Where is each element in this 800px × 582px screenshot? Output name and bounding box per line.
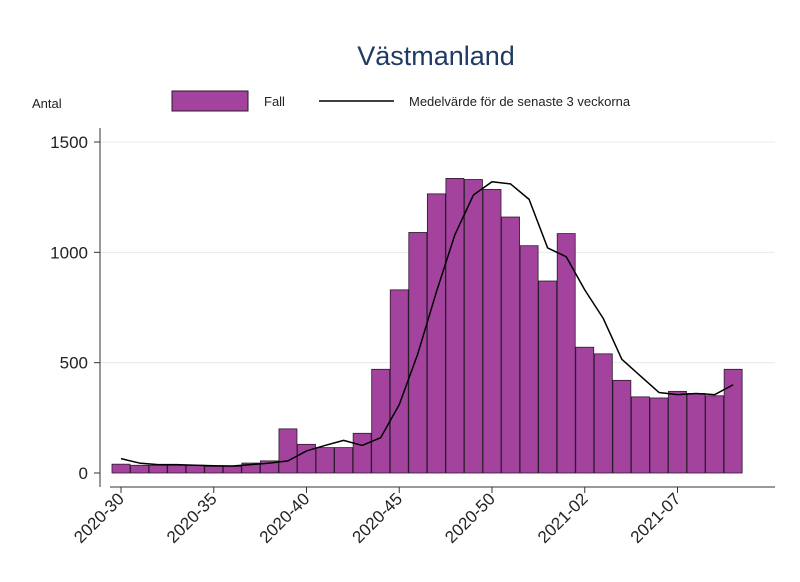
- x-tick-label: 2020-35: [163, 489, 221, 547]
- bar: [297, 443, 316, 474]
- bar: [352, 432, 372, 474]
- bar: [686, 393, 706, 474]
- bar: [482, 189, 502, 474]
- bar: [426, 193, 446, 474]
- bar: [185, 464, 205, 474]
- y-tick-label: 500: [60, 354, 88, 373]
- x-ticks: 2020-30 2020-35 2020-40 2020-45 2020-50 2021-…: [70, 487, 684, 547]
- bar: [130, 464, 149, 474]
- x-tick-label: 2020-50: [441, 489, 499, 547]
- bar: [204, 465, 224, 474]
- bar: [705, 395, 724, 474]
- y-axis-label: Antal: [32, 96, 62, 111]
- average-line: [120, 180, 734, 467]
- bar: [389, 289, 409, 474]
- bar: [222, 465, 242, 474]
- x-tick-label: 2020-40: [256, 489, 314, 547]
- bar: [575, 346, 595, 474]
- bar: [631, 396, 650, 474]
- bar: [538, 280, 558, 474]
- bar: [649, 397, 669, 474]
- x-tick-label: 2021-02: [534, 489, 592, 547]
- y-tick-label: 0: [79, 464, 88, 483]
- bar: [371, 368, 391, 474]
- bar: [445, 178, 465, 474]
- bar: [519, 245, 539, 474]
- bar: [612, 379, 632, 474]
- average-line-group: [120, 180, 734, 467]
- bar: [111, 463, 131, 474]
- bars: [111, 178, 743, 474]
- axes: [99, 128, 775, 488]
- bar: [315, 447, 335, 474]
- bar: [593, 353, 613, 474]
- bar: [278, 428, 298, 474]
- bar: [334, 447, 354, 474]
- bar: [167, 464, 187, 474]
- y-tick-label: 1500: [50, 133, 88, 152]
- bar: [464, 179, 483, 474]
- x-tick-label: 2021-07: [627, 489, 685, 547]
- legend-label-fall: Fall: [264, 94, 285, 109]
- legend: Fall Medelvärde för de senaste 3 veckorn…: [171, 90, 631, 112]
- bar: [148, 464, 168, 474]
- bar: [241, 462, 261, 474]
- bar: [501, 216, 520, 474]
- legend-swatch-fall: [171, 90, 249, 112]
- bar: [556, 233, 576, 474]
- legend-label-average: Medelvärde för de senaste 3 veckorna: [409, 94, 631, 109]
- bar: [668, 390, 687, 474]
- chart-title: Västmanland: [357, 41, 515, 71]
- x-tick-label: 2020-30: [70, 489, 128, 547]
- y-tick-label: 1000: [50, 243, 88, 262]
- bar: [723, 368, 743, 474]
- x-tick-label: 2020-45: [349, 489, 407, 547]
- y-ticks: 0 500 1000 1500: [50, 133, 100, 483]
